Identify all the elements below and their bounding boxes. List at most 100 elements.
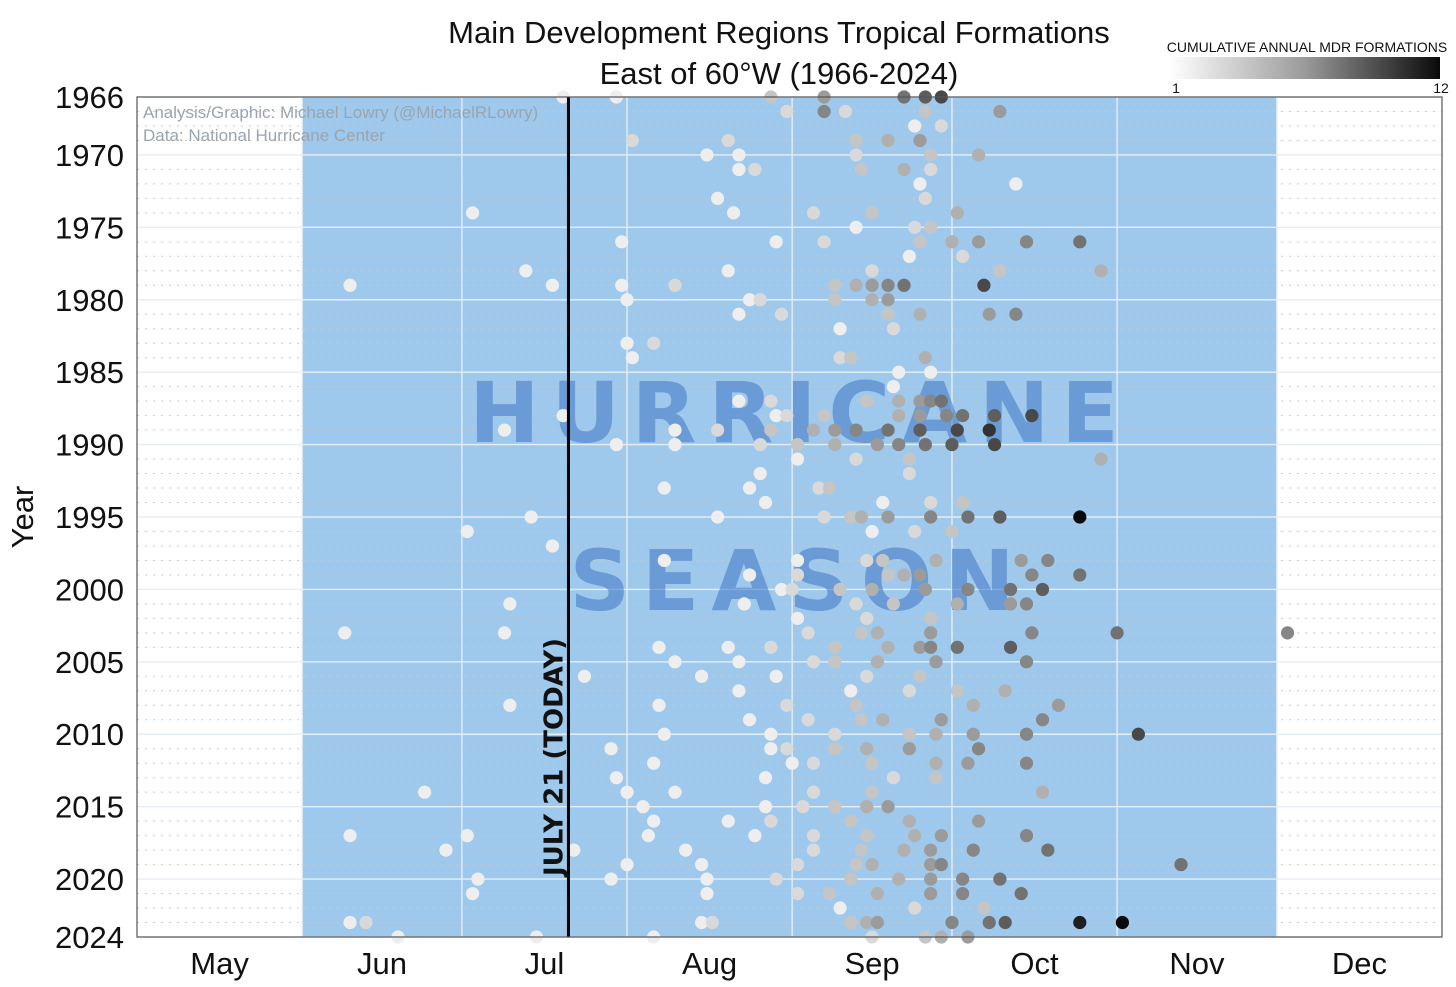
formation-point [764, 727, 778, 741]
x-axis-tick-labels: May Jun Jul Aug Sep Oct Nov Dec [190, 946, 1387, 981]
formation-point [860, 800, 874, 814]
formation-point [774, 582, 789, 597]
formation-point [790, 452, 805, 466]
formation-point [359, 915, 373, 930]
formation-point [620, 785, 634, 799]
formation-point [929, 655, 943, 669]
formation-point [545, 278, 560, 292]
formation-point [961, 582, 975, 597]
formation-point [977, 278, 991, 292]
formation-point [721, 133, 735, 148]
formation-point [753, 293, 767, 307]
formation-point [849, 423, 863, 437]
formation-point [625, 351, 639, 365]
formation-point [721, 640, 735, 654]
formation-point [865, 785, 879, 799]
formation-point [497, 626, 512, 640]
formation-point [886, 771, 900, 785]
y-tick-label: 2005 [55, 645, 124, 680]
x-tick-label: May [190, 946, 249, 981]
formation-point [993, 872, 1007, 886]
formation-point [790, 568, 805, 582]
formation-point [1019, 235, 1034, 249]
formation-point [764, 742, 778, 756]
formation-point [961, 756, 975, 770]
formation-point [828, 727, 842, 741]
formation-point [1009, 177, 1023, 191]
formation-point [908, 829, 922, 843]
formation-point [657, 553, 671, 568]
formation-point [913, 177, 927, 191]
formation-point [1280, 626, 1295, 640]
formation-point [439, 843, 453, 857]
formation-point [908, 901, 922, 915]
formation-point [769, 235, 783, 249]
formation-point [945, 524, 959, 539]
formation-point [1073, 510, 1087, 524]
formation-point [956, 249, 970, 263]
formation-point [966, 698, 980, 712]
formation-point [908, 220, 922, 234]
formation-point [695, 669, 709, 683]
y-tick-label: 1980 [55, 283, 124, 318]
formation-point [934, 713, 948, 727]
formation-point [695, 915, 709, 930]
formation-point [860, 742, 874, 756]
formation-point [806, 829, 821, 843]
formation-point [987, 437, 1002, 452]
formation-point [924, 162, 938, 177]
colorbar-title: CUMULATIVE ANNUAL MDR FORMATIONS [1167, 39, 1448, 55]
formation-point [471, 872, 485, 886]
formation-point [828, 278, 842, 292]
formation-point [519, 264, 533, 278]
formation-point [849, 148, 863, 162]
formation-point [785, 582, 799, 597]
formation-point [956, 409, 970, 423]
formation-point [652, 698, 666, 712]
formation-point [913, 669, 927, 683]
formation-point [503, 597, 517, 611]
formation-point [721, 264, 735, 278]
formation-point [913, 409, 927, 423]
formation-point [902, 727, 916, 741]
formation-point [700, 148, 714, 162]
formation-point [753, 437, 767, 452]
formation-point [902, 684, 916, 698]
formation-point [1003, 640, 1018, 654]
formation-point [732, 655, 746, 669]
formation-point [860, 915, 874, 930]
formation-point [668, 437, 682, 452]
formation-point [860, 553, 874, 568]
x-tick-label: Nov [1169, 946, 1225, 981]
formation-point [822, 886, 837, 901]
formation-point [769, 409, 783, 423]
y-tick-label: 1995 [55, 500, 124, 535]
formation-point [881, 800, 895, 814]
y-tick-label: 2020 [55, 862, 124, 897]
formation-point [897, 843, 911, 857]
formation-point [615, 278, 629, 292]
formation-point [982, 915, 996, 930]
formation-point [876, 495, 890, 510]
formation-point [625, 133, 639, 148]
formation-point [567, 843, 581, 857]
formation-point [764, 640, 778, 654]
formation-point [844, 814, 858, 828]
formation-point [753, 466, 767, 481]
y-axis-label: Year [5, 486, 40, 549]
formation-point [844, 510, 858, 524]
formation-point [705, 915, 719, 930]
formation-point [1035, 582, 1050, 597]
formation-point [1174, 857, 1188, 872]
formation-point [934, 829, 948, 843]
formation-point [865, 582, 879, 597]
formation-point [742, 293, 757, 307]
formation-point [780, 409, 794, 423]
formation-point [833, 322, 847, 336]
formation-point [609, 771, 623, 785]
chart-title-line2: East of 60°W (1966-2024) [600, 56, 959, 91]
formation-point [758, 495, 773, 510]
x-tick-label: Dec [1332, 946, 1387, 981]
formation-point [908, 524, 922, 539]
formation-point [993, 264, 1007, 278]
